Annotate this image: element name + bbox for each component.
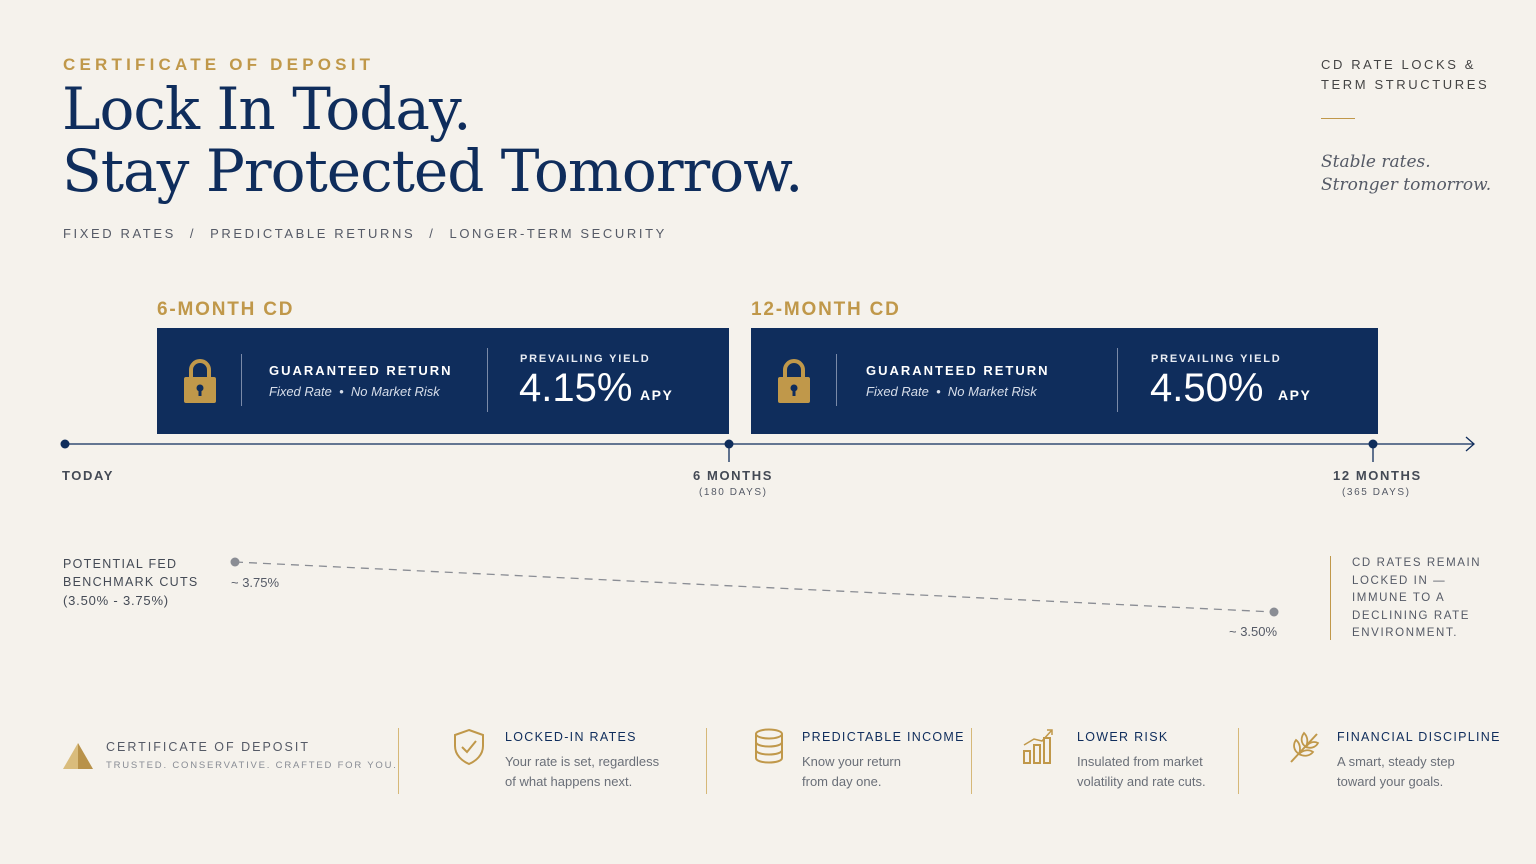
timeline-dot-today <box>60 439 70 449</box>
fed-rate-end-dot <box>1269 607 1279 617</box>
sub-no-market-risk: No Market Risk <box>350 384 440 399</box>
fed-cuts-label: POTENTIAL FED BENCHMARK CUTS <box>63 555 199 591</box>
card-divider <box>836 354 837 406</box>
fed-rate-end-label: ~ 3.50% <box>1229 624 1278 639</box>
cd-6-month-card: GUARANTEED RETURN Fixed Rate • No Market… <box>157 328 729 434</box>
brand-title: CERTIFICATE OF DEPOSIT <box>106 740 310 754</box>
side-rule <box>1321 118 1355 119</box>
side-title: CD RATE LOCKS & TERM STRUCTURES <box>1321 55 1489 95</box>
sub-fixed-rate: Fixed Rate <box>269 384 332 399</box>
timeline-label-today: TODAY <box>62 468 115 483</box>
locked-note-line: IMMUNE TO A <box>1352 592 1446 604</box>
side-quote-line-1: Stable rates. <box>1321 152 1431 172</box>
feature-financial-discipline-desc: A smart, steady step toward your goals. <box>1337 752 1455 791</box>
cd-12-month-card: GUARANTEED RETURN Fixed Rate • No Market… <box>751 328 1378 434</box>
card-divider <box>1117 348 1118 412</box>
side-quote-line-2: Stronger tomorrow. <box>1321 175 1492 195</box>
side-quote: Stable rates. Stronger tomorrow. <box>1321 151 1491 197</box>
timeline-dot-6m <box>724 439 734 449</box>
tag-line: FIXED RATES / PREDICTABLE RETURNS / LONGER-T… <box>63 226 667 241</box>
locked-note-line: DECLINING RATE <box>1352 609 1471 622</box>
sub-dot: • <box>936 384 941 399</box>
timeline-label-12-months: 12 MONTHS <box>1333 468 1422 483</box>
shield-check-icon <box>452 728 486 771</box>
yield-unit: APY <box>1278 387 1312 403</box>
locked-note-line: LOCKED IN — <box>1352 574 1447 587</box>
bar-chart-icon <box>1022 727 1058 770</box>
lock-icon <box>777 358 811 409</box>
sub-no-market-risk: No Market Risk <box>947 384 1037 399</box>
eyebrow-label: CERTIFICATE OF DEPOSIT <box>63 55 375 74</box>
brand-tagline: TRUSTED. CONSERVATIVE. CRAFTED FOR YOU. <box>106 760 398 771</box>
fed-cuts-label-line-1: POTENTIAL FED <box>63 557 178 571</box>
cd-12-month-label: 12-MONTH CD <box>751 299 901 320</box>
locked-note: CD RATES REMAIN LOCKED IN — IMMUNE TO A … <box>1352 555 1481 643</box>
leaf-icon <box>1287 728 1321 771</box>
timeline-label-6-months: 6 MONTHS <box>693 468 773 483</box>
feature-lower-risk-desc: Insulated from market volatility and rat… <box>1077 752 1206 791</box>
timeline-sub-180-days: (180 DAYS) <box>699 487 768 498</box>
guaranteed-return-title: GUARANTEED RETURN <box>269 363 453 378</box>
feature-desc-line: volatility and rate cuts. <box>1077 773 1206 789</box>
side-title-line-1: CD RATE LOCKS & <box>1321 57 1477 72</box>
tag-separator: / <box>189 226 197 241</box>
side-title-line-2: TERM STRUCTURES <box>1321 77 1490 92</box>
fed-rate-start-label: ~ 3.75% <box>231 575 280 590</box>
tag-separator: / <box>429 226 436 241</box>
footer-divider <box>398 728 399 794</box>
feature-desc-line: Know your return <box>802 754 901 769</box>
fed-rate-start-dot <box>230 557 240 567</box>
yield-value: 4.50% <box>1150 366 1264 410</box>
cd-6-month-label: 6-MONTH CD <box>157 299 295 320</box>
headline-line-1: Lock In Today. <box>62 75 472 143</box>
feature-desc-line: toward your goals. <box>1337 773 1444 789</box>
feature-locked-in-rates-desc: Your rate is set, regardless of what hap… <box>505 752 659 791</box>
sub-fixed-rate: Fixed Rate <box>866 384 929 399</box>
feature-desc-line: Insulated from market <box>1077 754 1203 769</box>
timeline-arrow-icon <box>1465 436 1475 452</box>
footer-divider <box>1238 728 1239 794</box>
timeline-sub-365-days: (365 DAYS) <box>1342 487 1411 498</box>
feature-desc-line: from day one. <box>802 773 882 789</box>
lock-icon <box>183 358 217 409</box>
prevailing-yield-title: PREVAILING YIELD <box>1151 353 1282 365</box>
coin-stack-icon <box>752 728 786 771</box>
feature-predictable-income-title: PREDICTABLE INCOME <box>802 730 965 744</box>
card-divider <box>487 348 488 412</box>
feature-predictable-income-desc: Know your return from day one. <box>802 752 901 791</box>
yield-unit: APY <box>640 387 674 403</box>
tag-longer-term-security: LONGER-TERM SECURITY <box>449 226 667 241</box>
card-divider <box>241 354 242 406</box>
guaranteed-return-sub: Fixed Rate • No Market Risk <box>269 384 440 399</box>
prevailing-yield-title: PREVAILING YIELD <box>520 353 651 365</box>
locked-note-line: CD RATES REMAIN <box>1352 557 1482 569</box>
feature-desc-line: of what happens next. <box>505 773 633 789</box>
fed-cuts-label-line-2: BENCHMARK CUTS <box>63 575 199 589</box>
fed-rate-dashed-line <box>234 561 1275 613</box>
footer-divider <box>706 728 707 794</box>
guaranteed-return-sub: Fixed Rate • No Market Risk <box>866 384 1037 399</box>
fed-cuts-range: (3.50% - 3.75%) <box>63 593 169 608</box>
headline: Lock In Today. Stay Protected Tomorrow. <box>62 75 803 205</box>
timeline-dot-12m <box>1368 439 1378 449</box>
sub-dot: • <box>339 384 344 399</box>
locked-note-line: ENVIRONMENT. <box>1352 627 1459 639</box>
feature-desc-line: Your rate is set, regardless <box>505 754 660 769</box>
feature-locked-in-rates-title: LOCKED-IN RATES <box>505 730 637 744</box>
yield-value: 4.15% <box>519 366 633 410</box>
pyramid-logo-icon <box>62 742 94 775</box>
headline-line-2: Stay Protected Tomorrow. <box>62 137 803 205</box>
feature-desc-line: A smart, steady step <box>1337 754 1455 769</box>
tag-fixed-rates: FIXED RATES <box>63 226 176 241</box>
feature-financial-discipline-title: FINANCIAL DISCIPLINE <box>1337 730 1501 744</box>
feature-lower-risk-title: LOWER RISK <box>1077 730 1169 744</box>
tag-predictable-returns: PREDICTABLE RETURNS <box>210 226 416 241</box>
locked-note-bar <box>1330 556 1331 640</box>
guaranteed-return-title: GUARANTEED RETURN <box>866 363 1050 378</box>
footer-divider <box>971 728 972 794</box>
